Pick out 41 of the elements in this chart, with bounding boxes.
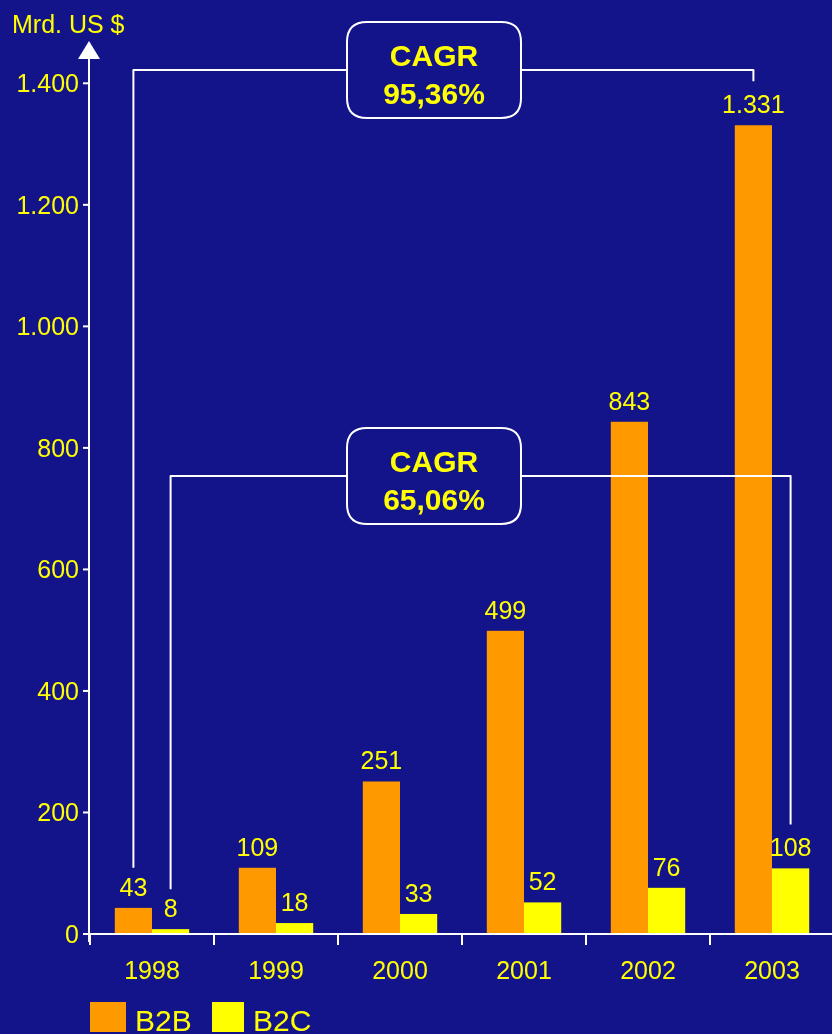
x-tick-label: 2002 (620, 956, 676, 984)
data-label: 52 (528, 867, 557, 896)
bar (610, 421, 648, 934)
bar (524, 902, 562, 934)
bar (486, 630, 524, 934)
data-label: 251 (360, 746, 403, 775)
bar (238, 867, 276, 934)
y-tick-label: 400 (37, 676, 79, 705)
bar (362, 781, 400, 934)
bar (734, 125, 772, 934)
y-tick-label: 0 (65, 920, 79, 948)
annotation: CAGR 95,36% (383, 39, 485, 110)
data-label: 76 (652, 852, 681, 881)
data-label: 843 (608, 386, 651, 415)
y-axis-title: Mrd. US $ (12, 10, 125, 38)
legend-label: B2B (135, 1004, 192, 1034)
data-label: 1.331 (722, 90, 785, 119)
x-tick-label: 2003 (744, 956, 800, 984)
bar (114, 907, 152, 934)
x-tick-label: 2000 (372, 956, 428, 984)
y-tick-label: 600 (37, 555, 79, 584)
data-label: 109 (236, 832, 279, 861)
y-tick-label: 1.000 (16, 312, 79, 341)
x-tick-label: 1999 (248, 956, 304, 984)
y-tick-label: 1.200 (16, 190, 79, 219)
y-tick-label: 200 (37, 798, 79, 827)
bar (772, 868, 810, 934)
y-tick-label: 1.400 (16, 69, 79, 98)
bar (276, 923, 314, 934)
y-tick-label: 800 (37, 433, 79, 462)
legend-label: B2C (253, 1004, 312, 1034)
annotation: CAGR 65,06% (383, 445, 485, 516)
data-label: 18 (280, 888, 309, 917)
bar (400, 913, 438, 934)
data-label: 499 (484, 595, 527, 624)
data-label: 33 (404, 878, 433, 907)
bar (648, 887, 686, 934)
x-tick-label: 1998 (124, 956, 180, 984)
data-label: 8 (163, 894, 178, 923)
x-tick-label: 2001 (496, 956, 552, 984)
data-label: 43 (119, 872, 148, 901)
